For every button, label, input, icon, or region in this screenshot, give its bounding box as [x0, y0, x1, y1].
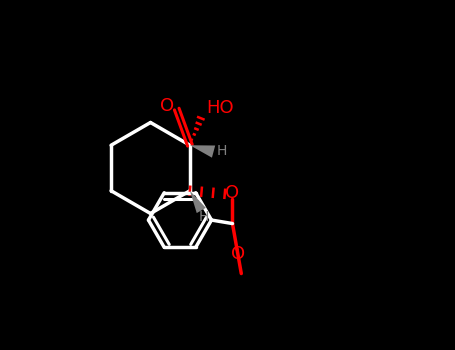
Text: O: O — [160, 97, 174, 115]
Polygon shape — [190, 145, 215, 158]
Text: H: H — [217, 144, 227, 158]
Text: O: O — [225, 184, 239, 202]
Text: O: O — [231, 245, 246, 262]
Text: H: H — [199, 210, 209, 224]
Polygon shape — [190, 191, 206, 213]
Text: HO: HO — [206, 99, 233, 117]
